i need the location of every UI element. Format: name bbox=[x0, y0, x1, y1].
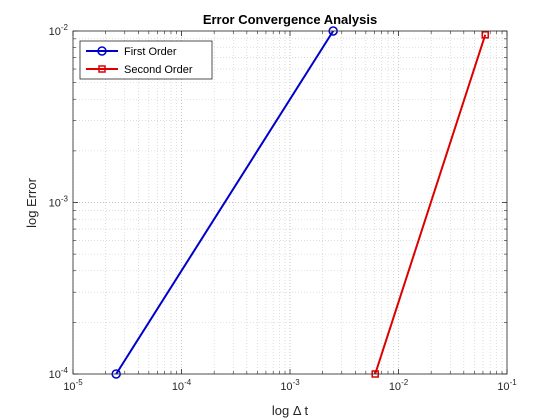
y-tick-label: 10-2 bbox=[49, 23, 69, 38]
data-point-second-order bbox=[481, 31, 489, 39]
series-line-first-order bbox=[115, 30, 335, 375]
x-axis-title: log Δ t bbox=[272, 403, 309, 418]
legend-marker-second-order bbox=[98, 65, 106, 73]
x-tick-label: 10-5 bbox=[63, 378, 83, 393]
legend-marker-first-order bbox=[97, 46, 107, 56]
chart-title: Error Convergence Analysis bbox=[203, 12, 377, 27]
y-tick-label: 10-3 bbox=[49, 195, 69, 210]
legend-label-second-order: Second Order bbox=[124, 64, 193, 76]
x-tick-label: 10-1 bbox=[497, 378, 517, 393]
ticks bbox=[72, 30, 508, 375]
x-tick-label: 10-3 bbox=[280, 378, 300, 393]
x-tick-label: 10-4 bbox=[172, 378, 192, 393]
series-line-second-order bbox=[374, 34, 487, 375]
legend-label-first-order: First Order bbox=[124, 46, 177, 58]
y-tick-label: 10-4 bbox=[49, 366, 69, 381]
x-tick-label: 10-2 bbox=[389, 378, 409, 393]
tick-labels: 10-5 10-4 10-3 10-2 10-110-410-310-2 bbox=[49, 23, 518, 393]
legend: First Order Second Order bbox=[79, 40, 213, 80]
y-axis-title: log Error bbox=[24, 177, 39, 228]
